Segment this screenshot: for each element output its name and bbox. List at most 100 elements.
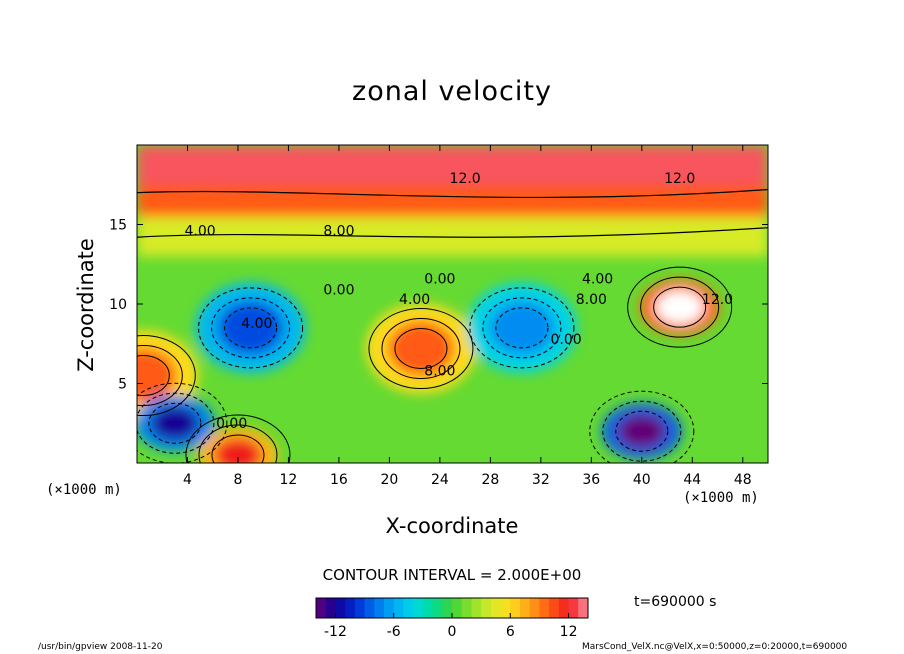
colorbar-swatch xyxy=(364,598,375,618)
contour-line xyxy=(137,382,228,463)
x-tick-label: 36 xyxy=(582,472,600,488)
contour-line xyxy=(589,390,695,463)
contour-line xyxy=(469,287,575,369)
contour-line xyxy=(653,286,707,328)
footer-left: /usr/bin/gpview 2008-11-20 xyxy=(38,642,163,652)
colorbar-swatch xyxy=(558,598,570,618)
contour-line xyxy=(137,335,196,417)
contour-line xyxy=(185,414,291,463)
colorbar-tick-label: 6 xyxy=(506,624,515,640)
contour-line xyxy=(198,424,278,463)
chart-title: zonal velocity xyxy=(352,76,552,107)
contour-line xyxy=(137,227,768,238)
colorbar-swatch xyxy=(568,598,579,618)
x-tick-label: 28 xyxy=(481,472,499,488)
contour-line xyxy=(615,410,669,452)
contour-label: 8.00 xyxy=(323,224,354,240)
colorbar-swatch xyxy=(452,598,463,618)
contour-line xyxy=(394,328,448,370)
y-tick-label: 15 xyxy=(109,218,127,234)
contour-label: 0.00 xyxy=(323,282,354,298)
colorbar-swatch xyxy=(393,598,404,618)
colorbar-swatch xyxy=(413,598,424,618)
x-unit-right: (×1000 m) xyxy=(683,490,759,506)
x-tick-label: 8 xyxy=(233,472,242,488)
x-tick-label: 12 xyxy=(280,472,298,488)
colorbar-swatch xyxy=(549,598,560,618)
contour-line xyxy=(368,308,474,390)
upper-jet-core xyxy=(137,145,768,185)
x-tick-label: 16 xyxy=(330,472,348,488)
contour-label: 4.00 xyxy=(185,224,216,240)
contour-line xyxy=(137,188,768,199)
contour-interval-label: CONTOUR INTERVAL = 2.000E+00 xyxy=(322,566,582,584)
contour-label: 0.00 xyxy=(550,332,581,348)
colorbar-swatch xyxy=(510,598,521,618)
feature-core xyxy=(655,290,704,324)
contour-label: 4.00 xyxy=(241,316,272,332)
x-tick-label: 20 xyxy=(380,472,398,488)
contour-label: 12.0 xyxy=(664,171,695,187)
colorbar-swatch xyxy=(500,598,511,618)
colorbar-swatch xyxy=(490,598,502,618)
feature-core xyxy=(137,348,177,403)
colorbar-swatch xyxy=(316,598,327,618)
colorbar-swatch xyxy=(374,598,385,618)
contour-line xyxy=(495,307,549,349)
colorbar-swatch xyxy=(422,598,434,618)
shear-layer xyxy=(137,216,768,257)
colorbar-swatch xyxy=(432,598,443,618)
contour-line xyxy=(627,266,733,348)
colorbar-tick-label: 12 xyxy=(560,624,578,640)
colorbar-swatch xyxy=(461,598,472,618)
feature-core xyxy=(617,414,666,449)
contour-line xyxy=(602,400,682,462)
contour-label: 8.00 xyxy=(424,364,455,380)
colorbar-swatch xyxy=(578,598,589,618)
contour-line xyxy=(211,434,265,463)
contour-label: 4.00 xyxy=(582,271,613,287)
x-tick-label: 40 xyxy=(633,472,651,488)
contour-label: 4.00 xyxy=(399,292,430,308)
colorbar-tick-label: -6 xyxy=(387,624,401,640)
contour-line xyxy=(640,276,720,338)
x-tick-label: 4 xyxy=(183,472,192,488)
x-tick-label: 32 xyxy=(532,472,550,488)
colorbar-swatch xyxy=(520,598,531,618)
contour-line xyxy=(211,297,291,359)
colorbar-tick-label: 0 xyxy=(448,624,457,640)
colorbar-swatch xyxy=(354,598,366,618)
contour-line xyxy=(148,402,202,444)
feature-core xyxy=(488,300,555,355)
feature-core xyxy=(387,321,454,376)
contour-label: 0.00 xyxy=(216,416,247,432)
contour-label: 12.0 xyxy=(702,292,733,308)
colorbar-swatch xyxy=(471,598,482,618)
contour-line xyxy=(381,318,461,380)
contour-line xyxy=(224,307,278,349)
contour-label: 8.00 xyxy=(576,292,607,308)
y-tick-label: 10 xyxy=(109,297,127,313)
colorbar-swatch xyxy=(403,598,414,618)
field-blobs xyxy=(137,145,768,463)
contour-label: 12.0 xyxy=(450,171,481,187)
colorbar-swatch xyxy=(384,598,395,618)
contour-line xyxy=(482,297,562,359)
footer-right: MarsCond_VelX.nc@VelX,x=0:50000,z=0:2000… xyxy=(582,642,848,652)
contour-label: 0.00 xyxy=(424,271,455,287)
colorbar-swatch xyxy=(529,598,540,618)
colorbar-swatch xyxy=(335,598,346,618)
colorbar-swatch xyxy=(325,598,336,618)
feature-core xyxy=(217,300,284,355)
contour-line xyxy=(137,355,170,397)
colorbar-swatch xyxy=(481,598,492,618)
colorbar-swatch xyxy=(442,598,453,618)
time-label: t=690000 s xyxy=(634,594,717,610)
x-tick-label: 44 xyxy=(683,472,701,488)
contour-line xyxy=(198,287,304,369)
colorbar-tick-label: -12 xyxy=(324,624,347,640)
y-tick-label: 5 xyxy=(118,377,127,393)
contour-line xyxy=(137,392,215,454)
x-tick-label: 48 xyxy=(734,472,752,488)
